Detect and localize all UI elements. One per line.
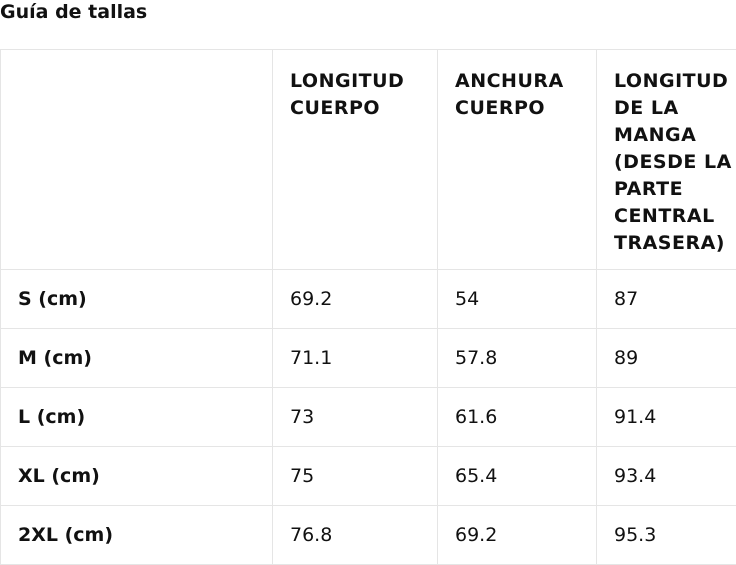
size-cell: 2XL (cm) [0, 505, 273, 565]
longitud-cuerpo-cell: 73 [272, 387, 438, 447]
anchura-cuerpo-value: 57.8 [455, 347, 498, 369]
longitud-manga-value: 89 [614, 347, 639, 369]
size-cell: L (cm) [0, 387, 273, 447]
longitud-manga-value: 93.4 [614, 465, 657, 487]
anchura-cuerpo-cell: 57.8 [437, 328, 597, 388]
longitud-cuerpo-cell: 76.8 [272, 505, 438, 565]
anchura-cuerpo-value: 61.6 [455, 406, 498, 428]
longitud-cuerpo-value: 76.8 [290, 524, 333, 546]
size-cell: M (cm) [0, 328, 273, 388]
anchura-cuerpo-cell: 65.4 [437, 446, 597, 506]
size-cell: S (cm) [0, 269, 273, 329]
header-label-longitud-manga: LONGITUD DE LA MANGA (DESDE LA PARTE CEN… [614, 70, 732, 254]
header-cell-longitud-manga: LONGITUD DE LA MANGA (DESDE LA PARTE CEN… [596, 49, 736, 270]
size-label: L (cm) [18, 406, 86, 428]
anchura-cuerpo-value: 54 [455, 288, 480, 310]
table-row: XL (cm) 75 65.4 93.4 [0, 446, 736, 506]
table-header-row: LONGITUD CUERPO ANCHURA CUERPO LONGITUD … [0, 49, 736, 270]
anchura-cuerpo-value: 65.4 [455, 465, 498, 487]
table-row: 2XL (cm) 76.8 69.2 95.3 [0, 505, 736, 565]
longitud-manga-cell: 95.3 [596, 505, 736, 565]
page-title: Guía de tallas [0, 1, 148, 23]
longitud-cuerpo-value: 75 [290, 465, 315, 487]
size-label: 2XL (cm) [18, 524, 114, 546]
longitud-manga-cell: 89 [596, 328, 736, 388]
anchura-cuerpo-cell: 54 [437, 269, 597, 329]
longitud-manga-value: 87 [614, 288, 639, 310]
longitud-cuerpo-value: 69.2 [290, 288, 333, 310]
table-row: M (cm) 71.1 57.8 89 [0, 328, 736, 388]
header-label-longitud-cuerpo: LONGITUD CUERPO [290, 70, 405, 119]
longitud-manga-cell: 91.4 [596, 387, 736, 447]
size-label: M (cm) [18, 347, 92, 369]
longitud-cuerpo-value: 71.1 [290, 347, 333, 369]
anchura-cuerpo-cell: 69.2 [437, 505, 597, 565]
longitud-manga-value: 95.3 [614, 524, 657, 546]
header-cell-anchura-cuerpo: ANCHURA CUERPO [437, 49, 597, 270]
size-label: XL (cm) [18, 465, 100, 487]
longitud-cuerpo-cell: 75 [272, 446, 438, 506]
header-label-anchura-cuerpo: ANCHURA CUERPO [455, 70, 564, 119]
header-cell-empty [0, 49, 273, 270]
size-guide-table: LONGITUD CUERPO ANCHURA CUERPO LONGITUD … [0, 49, 736, 565]
longitud-manga-cell: 93.4 [596, 446, 736, 506]
size-label: S (cm) [18, 288, 87, 310]
anchura-cuerpo-value: 69.2 [455, 524, 498, 546]
longitud-cuerpo-cell: 71.1 [272, 328, 438, 388]
anchura-cuerpo-cell: 61.6 [437, 387, 597, 447]
header-label-empty [1, 50, 272, 68]
table-row: L (cm) 73 61.6 91.4 [0, 387, 736, 447]
longitud-manga-value: 91.4 [614, 406, 657, 428]
header-cell-longitud-cuerpo: LONGITUD CUERPO [272, 49, 438, 270]
longitud-cuerpo-cell: 69.2 [272, 269, 438, 329]
table-row: S (cm) 69.2 54 87 [0, 269, 736, 329]
longitud-manga-cell: 87 [596, 269, 736, 329]
size-cell: XL (cm) [0, 446, 273, 506]
longitud-cuerpo-value: 73 [290, 406, 315, 428]
